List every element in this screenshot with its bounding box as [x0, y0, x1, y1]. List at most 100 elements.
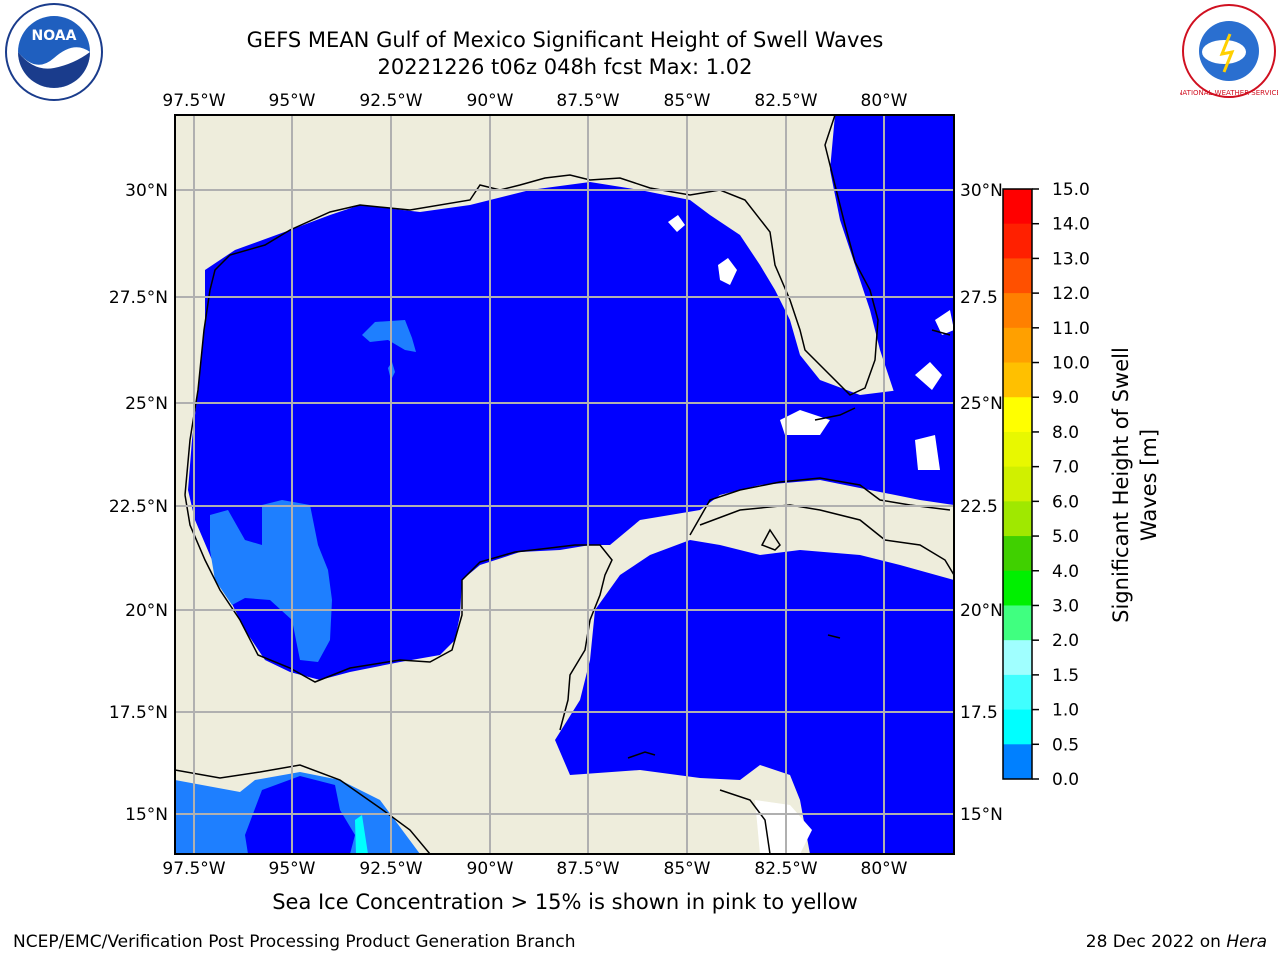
swell-patch-west	[210, 500, 332, 662]
lon-label: 85°W	[664, 859, 711, 879]
lat-label: 25°N	[125, 394, 168, 414]
lat-label: 27.5	[960, 288, 998, 308]
lon-label: 87.5°W	[556, 91, 619, 111]
colorbar-block	[1003, 744, 1032, 780]
colorbar-block	[1003, 466, 1032, 502]
lat-label: 15°N	[960, 805, 1003, 825]
colorbar-block	[1003, 258, 1032, 294]
colorbar-tick-label: 8.0	[1052, 423, 1079, 443]
colorbar-block	[1003, 223, 1032, 259]
colorbar-block	[1003, 709, 1032, 745]
nodata-patch	[935, 310, 954, 335]
colorbar-tick-label: 6.0	[1052, 492, 1079, 512]
lat-label: 30°N	[125, 181, 168, 201]
lon-label: 92.5°W	[359, 859, 422, 879]
lat-label: 27.5°N	[109, 288, 168, 308]
lon-label: 82.5°W	[754, 91, 817, 111]
colorbar-tick-label: 5.0	[1052, 527, 1079, 547]
lon-label: 95°W	[269, 91, 316, 111]
colorbar-tick-label: 13.0	[1052, 249, 1090, 269]
nodata-patch	[915, 435, 940, 470]
lon-labels-bottom: 97.5°W 95°W 92.5°W 90°W 87.5°W 85°W 82.5…	[162, 859, 907, 879]
colorbar-tick-label: 1.5	[1052, 666, 1079, 686]
colorbar-tick-label: 0.5	[1052, 735, 1079, 755]
lat-label: 22.5	[960, 497, 998, 517]
colorbar-block	[1003, 501, 1032, 537]
colorbar-block	[1003, 431, 1032, 468]
footer-date: 28 Dec 2022 on Hera	[1086, 932, 1267, 952]
footer-credit: NCEP/EMC/Verification Post Processing Pr…	[13, 932, 576, 952]
colorbar-block	[1003, 640, 1032, 676]
colorbar-block	[1003, 605, 1032, 641]
map-frame	[174, 114, 955, 855]
lat-label: 20°N	[960, 601, 1003, 621]
graticule	[175, 115, 954, 854]
colorbar-label-line1: Significant Height of Swell	[1109, 347, 1133, 623]
colorbar-frame	[1002, 188, 1033, 780]
lon-label: 90°W	[467, 91, 514, 111]
colorbar-block	[1003, 397, 1032, 433]
colorbar	[1003, 189, 1032, 780]
lon-label: 82.5°W	[754, 859, 817, 879]
colorbar-block	[1003, 327, 1032, 364]
caribbean-sea	[555, 540, 954, 854]
noaa-logo: NOAA	[4, 2, 104, 106]
lat-labels-right: 30°N 27.5 25°N 22.5 20°N 17.5 15°N	[960, 181, 1003, 825]
colorbar-block	[1003, 674, 1032, 711]
colorbar-tick-label: 0.0	[1052, 770, 1079, 790]
colorbar-tick-label: 2.0	[1052, 631, 1079, 651]
atlantic-ocean	[830, 115, 954, 395]
coastline	[175, 115, 954, 854]
nodata-patch	[718, 258, 737, 285]
colorbar-tick-label: 11.0	[1052, 319, 1090, 339]
lon-label: 80°W	[861, 91, 908, 111]
sea-ice-note: Sea Ice Concentration > 15% is shown in …	[272, 890, 858, 914]
gulf-ocean	[188, 182, 954, 680]
nodata-patch	[668, 215, 685, 232]
map-title: GEFS MEAN Gulf of Mexico Significant Hei…	[246, 28, 884, 52]
lat-label: 17.5	[960, 703, 998, 723]
colorbar-tick-label: 10.0	[1052, 354, 1090, 374]
lon-label: 90°W	[467, 859, 514, 879]
colorbar-ticks: 15.0 14.0 13.0 12.0 11.0 10.0 9.0 8.0 7.0 6.0 5.0 4…	[1032, 180, 1090, 790]
lat-label: 25°N	[960, 394, 1003, 414]
nodata-patch	[915, 362, 942, 390]
colorbar-tick-label: 15.0	[1052, 180, 1090, 200]
colorbar-tick-label: 3.0	[1052, 596, 1079, 616]
swell-patch-central	[362, 320, 416, 352]
colorbar-block	[1003, 189, 1032, 225]
lon-label: 97.5°W	[162, 91, 225, 111]
lon-label: 92.5°W	[359, 91, 422, 111]
lon-label: 80°W	[861, 859, 908, 879]
colorbar-tick-label: 9.0	[1052, 388, 1079, 408]
footer-host: Hera	[1226, 932, 1267, 952]
lat-labels-left: 30°N 27.5°N 25°N 22.5°N 20°N 17.5°N 15°N	[109, 181, 168, 825]
nws-logo-text: NATIONAL WEATHER SERVICE	[1180, 89, 1278, 97]
colorbar-tick-label: 7.0	[1052, 458, 1079, 478]
lat-label: 22.5°N	[109, 497, 168, 517]
footer-date-text: 28 Dec 2022 on	[1085, 932, 1227, 952]
colorbar-label: Significant Height of Swell Waves [m]	[1107, 325, 1163, 645]
colorbar-tick-label: 4.0	[1052, 562, 1079, 582]
map-subtitle-forecast: 20221226 t06z 048h fcst Max: 1.02	[377, 55, 753, 79]
nws-logo: NATIONAL WEATHER SERVICE	[1177, 2, 1280, 104]
pacific-swell-high	[355, 815, 368, 854]
colorbar-block	[1003, 362, 1032, 398]
lon-labels-top: 97.5°W 95°W 92.5°W 90°W 87.5°W 85°W 82.5…	[162, 91, 907, 111]
lat-label: 30°N	[960, 181, 1003, 201]
colorbar-tick-label: 12.0	[1052, 284, 1090, 304]
lon-label: 85°W	[664, 91, 711, 111]
lat-label: 20°N	[125, 601, 168, 621]
colorbar-block	[1003, 570, 1032, 606]
colorbar-label-line2: Waves [m]	[1137, 428, 1161, 542]
lon-label: 87.5°W	[556, 859, 619, 879]
lat-label: 15°N	[125, 805, 168, 825]
lon-label: 97.5°W	[162, 859, 225, 879]
colorbar-tick-label: 1.0	[1052, 701, 1079, 721]
colorbar-block	[1003, 293, 1032, 329]
lat-label: 17.5°N	[109, 703, 168, 723]
nodata-patch	[780, 410, 830, 435]
colorbar-tick-label: 14.0	[1052, 215, 1090, 235]
colorbar-block	[1003, 536, 1032, 572]
